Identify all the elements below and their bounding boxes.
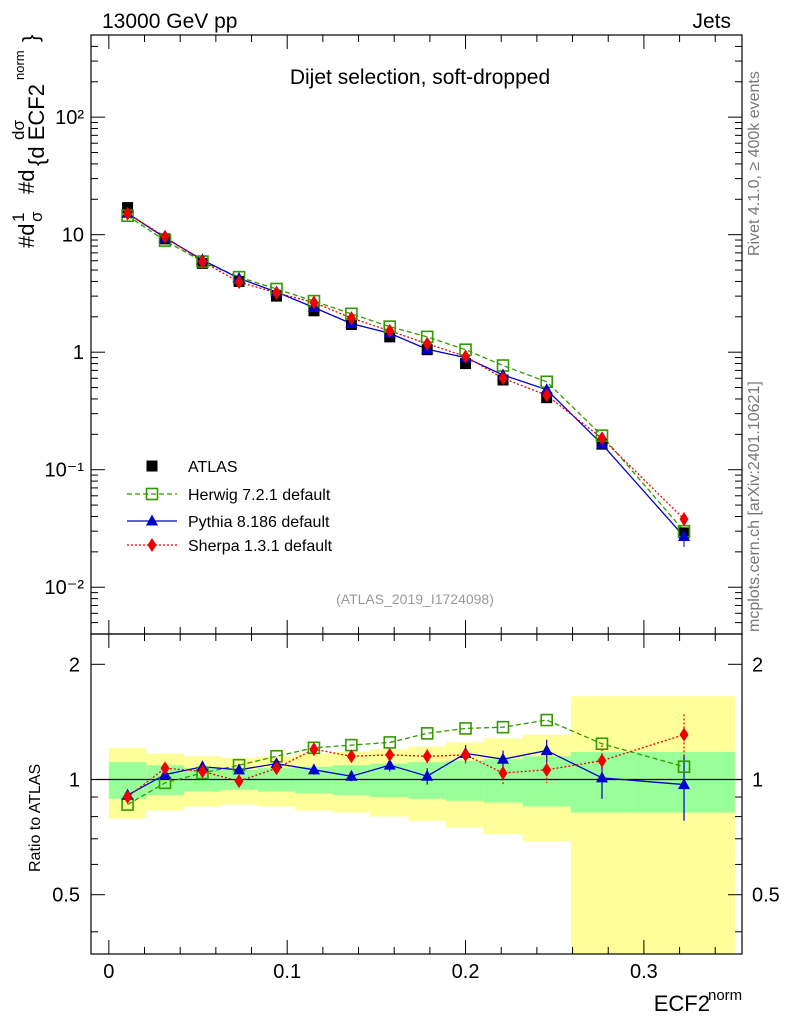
plot-title: Dijet selection, soft-dropped <box>290 66 550 89</box>
x-tick-label: 0 <box>103 961 114 983</box>
sherpa-ratio-point <box>346 749 356 764</box>
pythia-ratio-point <box>345 769 358 781</box>
legend-label-atlas: ATLAS <box>188 459 238 476</box>
legend-marker-sherpa <box>147 538 157 552</box>
x-tick-label: 0.2 <box>452 961 480 983</box>
sherpa-point <box>461 349 471 364</box>
pythia-ratio-point <box>233 763 246 775</box>
y-label-part-4: #d <box>14 170 39 194</box>
sherpa-point <box>309 295 319 310</box>
ratio-panel-frame <box>90 633 743 955</box>
herwig-ratio-point <box>459 722 472 735</box>
sherpa-ratio-line <box>127 734 685 798</box>
y-tick-label: 1 <box>73 342 84 364</box>
process-label: Jets <box>692 10 731 33</box>
sherpa-point <box>385 323 395 338</box>
x-tick-label: 0.1 <box>273 961 301 983</box>
sherpa-ratio-point <box>309 742 319 757</box>
y-tick-label: 10² <box>55 107 84 129</box>
sherpa-ratio-point <box>679 727 689 742</box>
pythia-ratio-point <box>421 769 434 781</box>
sherpa-ratio-point <box>123 790 133 805</box>
ratio-y-label: Ratio to ATLAS <box>27 764 44 872</box>
y-label-part-7: norm <box>12 50 27 80</box>
legend-label-herwig: Herwig 7.2.1 default <box>188 487 331 504</box>
sherpa-point <box>679 512 689 527</box>
legend-marker-atlas <box>146 460 158 472</box>
x-axis-label: ECF2 <box>654 991 710 1016</box>
legend-marker-herwig <box>145 487 159 501</box>
sherpa-point <box>498 371 508 386</box>
x-axis-label-sup: norm <box>708 987 742 1004</box>
sherpa-ratio-point <box>197 764 207 779</box>
sherpa-ratio-point <box>461 747 471 762</box>
pythia-ratio-point <box>595 771 608 783</box>
sherpa-point <box>197 254 207 269</box>
y-tick-label: 10 <box>62 225 84 247</box>
y-label-part-5: dσ <box>9 120 28 140</box>
y-tick-label: 10⁻² <box>45 577 85 599</box>
sherpa-line <box>127 213 685 520</box>
sherpa-ratio-point <box>271 761 281 776</box>
sherpa-ratio-point <box>160 761 170 776</box>
ratio-y-tick-label: 0.5 <box>52 885 80 907</box>
y-label-part-8: } <box>18 35 43 42</box>
ratio-plot: 0.5 0.5 1 1 2 2 <box>52 654 780 954</box>
x-tick-label: 0.3 <box>630 961 658 983</box>
atlas-point <box>460 358 472 370</box>
ratio-y-tick-label: 1 <box>69 770 80 792</box>
herwig-ratio-point <box>677 760 691 774</box>
pythia-ratio-point <box>383 758 396 770</box>
pythia-ratio-point <box>497 752 510 764</box>
pythia-ratio-point <box>307 763 320 775</box>
sherpa-ratio-point <box>234 774 244 789</box>
rivet-label: Rivet 4.1.0, ≥ 400k events <box>746 71 763 256</box>
analysis-reference: (ATLAS_2019_I1724098) <box>336 591 494 607</box>
sherpa-point <box>271 285 281 300</box>
y-label-part-1: #d <box>14 224 39 248</box>
main-plot: 10⁻² 10⁻¹ 1 10 10² <box>45 34 742 635</box>
ratio-y-tick-label-right: 1 <box>752 770 763 792</box>
herwig-ratio-point <box>595 737 609 751</box>
sherpa-ratio-point <box>422 749 432 764</box>
herwig-line <box>127 215 685 532</box>
mcplots-label: mcplots.cern.ch [arXiv:2401.10621] <box>746 381 763 632</box>
legend: ATLAS Herwig 7.2.1 default Pythia 8.186 de… <box>127 459 333 555</box>
legend-label-sherpa: Sherpa 1.3.1 default <box>188 538 333 555</box>
y-label-part-6: {d ECF2 <box>24 84 49 166</box>
pythia-ratio-point <box>540 744 553 756</box>
herwig-ratio-point <box>496 720 510 734</box>
main-y-label: #d 1 σ #d dσ {d ECF2 norm } <box>9 35 49 248</box>
ratio-y-tick-label-right: 2 <box>752 654 763 676</box>
sherpa-point <box>542 388 552 403</box>
y-label-part-2: 1 <box>9 213 28 222</box>
sherpa-ratio-point <box>385 747 395 762</box>
sherpa-point <box>346 311 356 326</box>
y-tick-label: 10⁻¹ <box>45 460 85 482</box>
ratio-y-tick-label: 2 <box>69 654 80 676</box>
legend-label-pythia: Pythia 8.186 default <box>188 514 330 531</box>
ratio-y-tick-label-right: 0.5 <box>752 885 780 907</box>
energy-label: 13000 GeV pp <box>102 10 237 33</box>
legend-marker-pythia <box>146 514 158 526</box>
sherpa-ratio-point <box>597 753 607 768</box>
sherpa-point <box>597 431 607 446</box>
sherpa-point <box>160 229 170 244</box>
sherpa-point <box>123 206 133 221</box>
herwig-ratio-point <box>540 713 554 727</box>
pythia-ratio-point <box>678 778 691 790</box>
y-label-part-3: σ <box>27 211 46 222</box>
sherpa-point <box>234 275 244 290</box>
ratio-band-outer-12 <box>570 696 634 954</box>
ratio-band-inner-9 <box>445 760 484 801</box>
sherpa-ratio-point <box>498 765 508 780</box>
sherpa-point <box>422 336 432 351</box>
pythia-point <box>678 530 691 542</box>
herwig-ratio-point <box>420 727 434 740</box>
sherpa-ratio-point <box>542 762 552 777</box>
